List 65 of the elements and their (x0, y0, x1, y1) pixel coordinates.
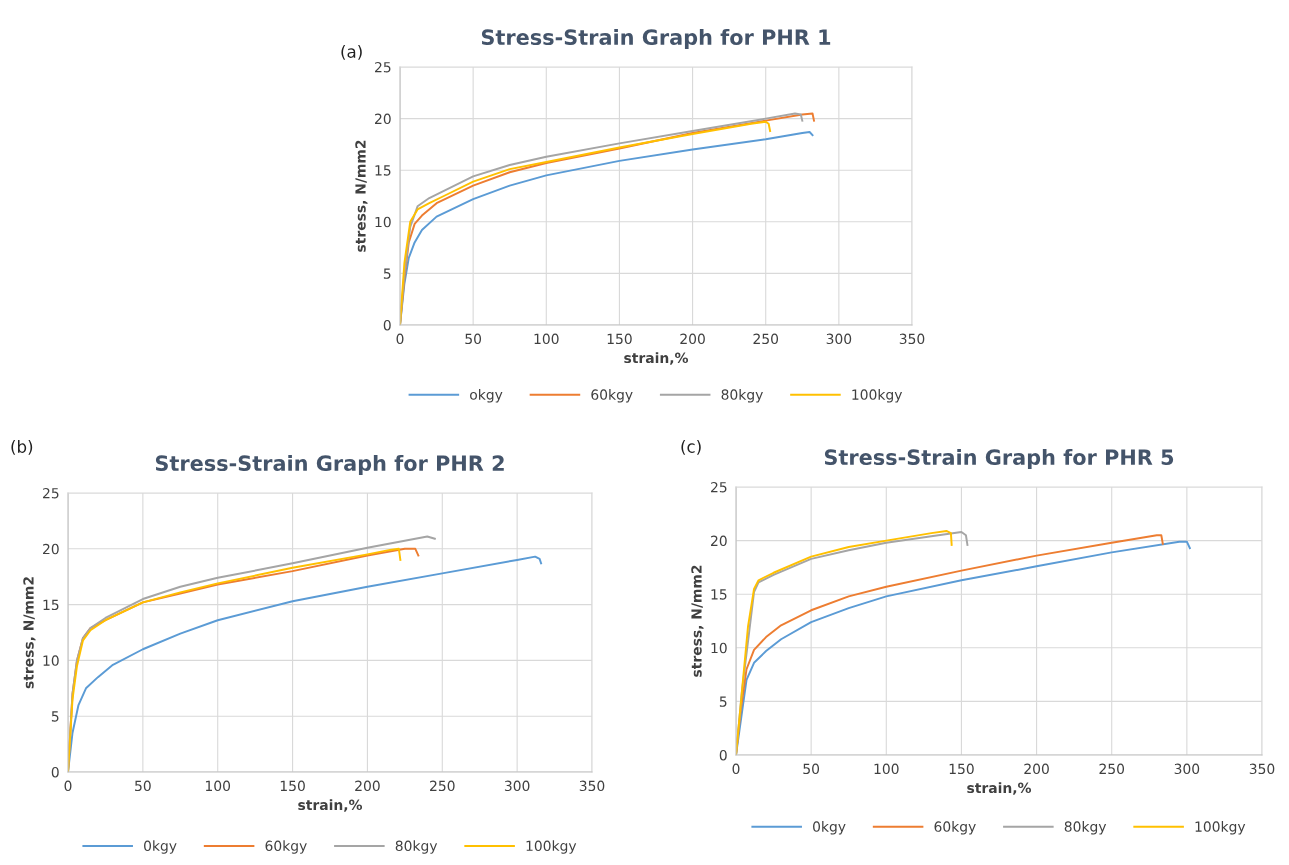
y-axis-title: stress, N/mm2 (23, 577, 36, 689)
y-tick-label: 5 (719, 696, 727, 707)
x-tick-label: 0 (732, 763, 740, 775)
x-axis-title: strain,% (298, 799, 363, 812)
y-tick-label: 25 (711, 481, 727, 493)
y-tick-label: 5 (51, 711, 59, 722)
x-tick-label: 300 (826, 333, 852, 345)
legend-label: 100kgy (852, 389, 903, 403)
x-tick-label: 350 (1249, 763, 1275, 775)
y-tick-label: 15 (375, 165, 391, 176)
x-tick-label: 150 (280, 780, 305, 792)
x-tick-label: 100 (874, 763, 899, 775)
y-tick-label: 15 (43, 599, 59, 611)
x-tick-label: 50 (135, 780, 151, 792)
y-tick-label: 20 (375, 113, 391, 125)
x-tick-label: 300 (504, 780, 530, 792)
x-tick-label: 50 (803, 763, 820, 775)
y-tick-label: 20 (43, 543, 59, 555)
legend-label: 0kgy (813, 821, 846, 835)
x-tick-label: 150 (607, 333, 632, 345)
chart-title: Stress-Strain Graph for PHR 1 (481, 28, 831, 50)
legend-label: okgy (470, 389, 503, 403)
x-tick-label: 350 (579, 780, 605, 792)
y-tick-label: 10 (43, 655, 59, 666)
x-tick-label: 200 (1024, 763, 1049, 775)
x-tick-label: 250 (1099, 763, 1125, 775)
x-tick-label: 0 (64, 780, 72, 792)
y-tick-label: 10 (375, 216, 391, 228)
legend-label: 100kgy (526, 840, 577, 854)
legend-label: 60kgy (265, 840, 307, 854)
legend-label: 0kgy (144, 840, 177, 854)
y-tick-label: 25 (43, 487, 59, 499)
y-tick-label: 0 (719, 749, 727, 761)
x-tick-label: 0 (396, 333, 404, 345)
text: (c) (681, 440, 701, 455)
x-tick-label: 100 (534, 333, 559, 345)
legend-label: 80kgy (721, 389, 763, 403)
text: (b) (11, 440, 33, 455)
y-tick-label: 20 (711, 535, 727, 547)
chart-title: Stress-Strain Graph for PHR 5 (824, 448, 1174, 470)
x-tick-label: 200 (355, 780, 380, 792)
x-tick-label: 150 (949, 763, 974, 775)
y-tick-label: 0 (383, 319, 391, 331)
x-tick-label: 300 (1174, 763, 1200, 775)
y-axis-title: stress, N/mm2 (355, 140, 368, 252)
y-tick-label: 5 (383, 268, 391, 279)
x-tick-label: 100 (205, 780, 231, 792)
x-tick-label: 350 (899, 333, 925, 345)
chart-title: Stress-Strain Graph for PHR 2 (155, 454, 504, 476)
y-tick-label: 10 (711, 642, 727, 654)
x-tick-label: 250 (753, 333, 779, 345)
y-tick-label: 15 (711, 589, 727, 600)
text: (a) (341, 45, 362, 60)
x-tick-label: 50 (465, 333, 482, 345)
x-axis-title: strain,% (967, 782, 1032, 795)
legend-label: 60kgy (934, 821, 976, 835)
y-axis-title: stress, N/mm2 (691, 565, 704, 677)
x-tick-label: 200 (680, 333, 705, 345)
legend-label: 80kgy (395, 840, 438, 854)
legend-label: 80kgy (1064, 821, 1107, 835)
x-tick-label: 250 (430, 780, 455, 792)
legend-label: 60kgy (591, 389, 633, 403)
x-axis-title: strain,% (624, 352, 689, 365)
y-tick-label: 25 (375, 61, 391, 73)
legend-label: 100kgy (1195, 821, 1246, 835)
